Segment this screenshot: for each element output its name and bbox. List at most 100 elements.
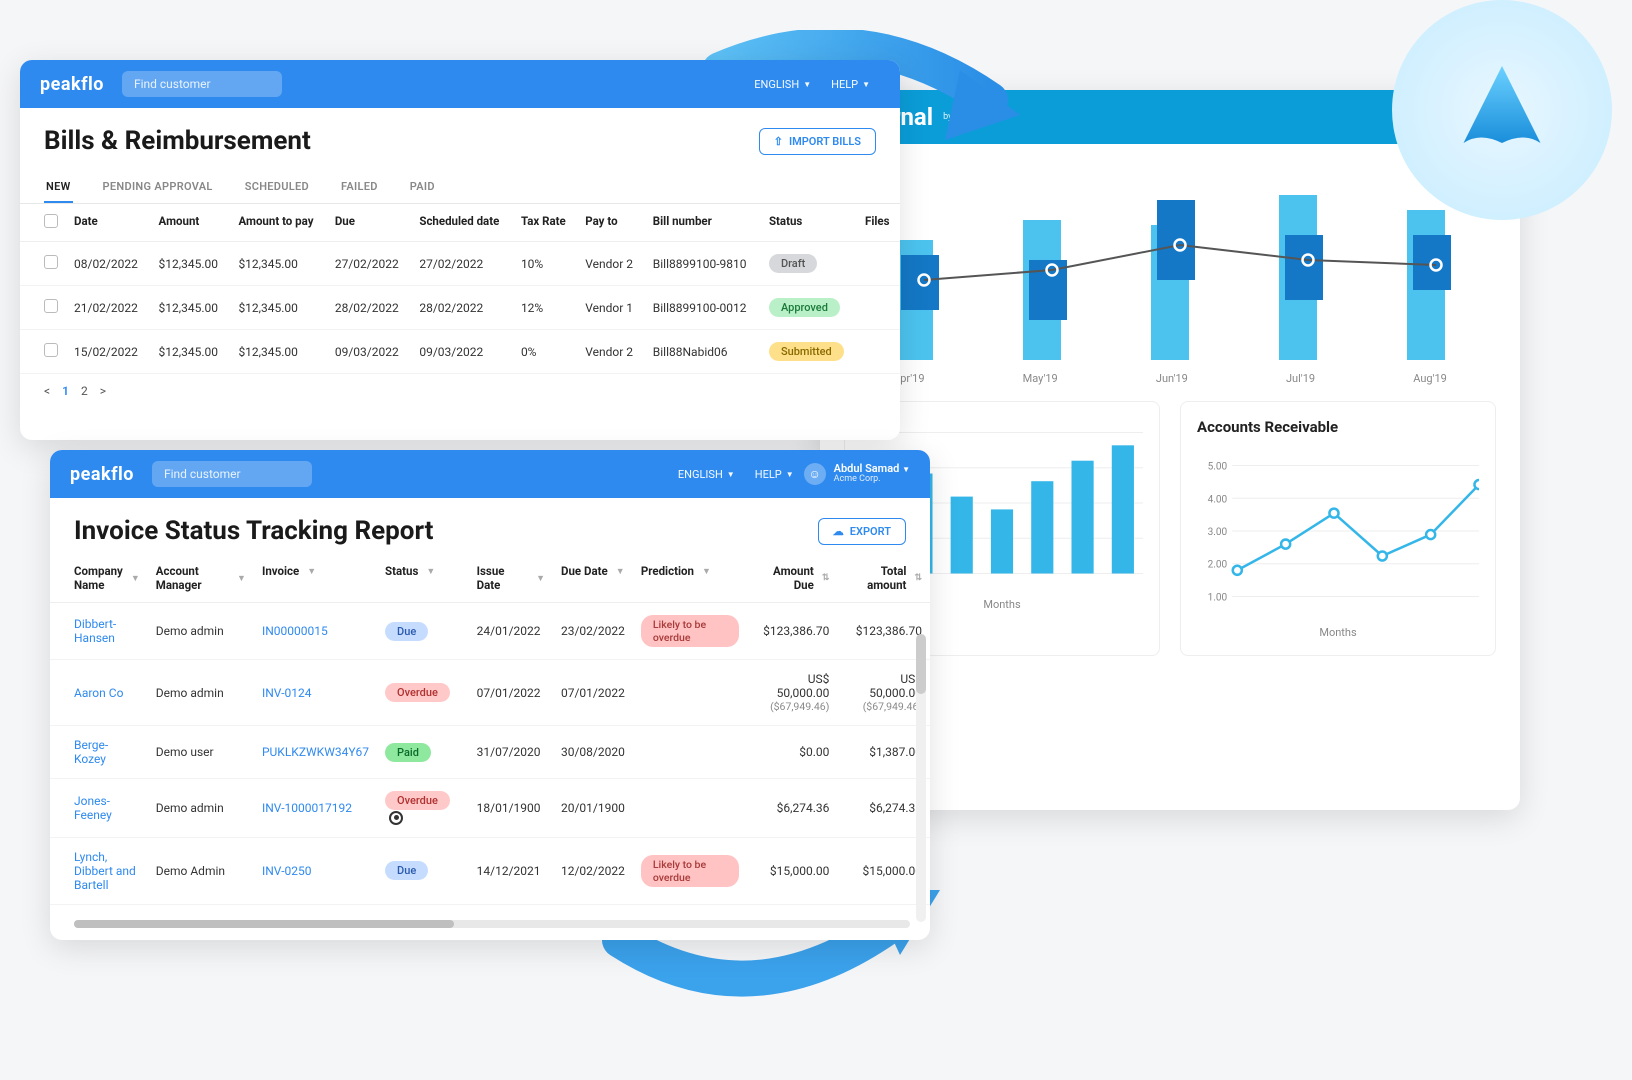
table-row[interactable]: Lynch, Dibbert and Bartell Demo Admin IN… bbox=[50, 837, 930, 904]
invoice-help-link[interactable]: HELP▼ bbox=[755, 468, 794, 481]
cell-due: 23/02/2022 bbox=[553, 603, 633, 660]
bills-table-body: 08/02/2022 $12,345.00 $12,345.00 27/02/2… bbox=[20, 242, 900, 374]
table-row[interactable]: Dibbert-Hansen Demo admin IN00000015 Due… bbox=[50, 603, 930, 660]
table-row[interactable]: 15/02/2022 $12,345.00 $12,345.00 09/03/2… bbox=[20, 330, 900, 374]
pag-prev[interactable]: < bbox=[44, 384, 50, 398]
cell-status: Paid bbox=[377, 726, 469, 779]
bills-tabs: NEW PENDING APPROVAL SCHEDULED FAILED PAID bbox=[20, 164, 900, 204]
invoice-link[interactable]: INV-1000017192 bbox=[262, 801, 352, 815]
export-button[interactable]: ☁EXPORT bbox=[818, 518, 906, 545]
chevron-down-icon: ▼ bbox=[727, 470, 735, 479]
company-link[interactable]: Aaron Co bbox=[74, 686, 123, 700]
user-menu[interactable]: ☺ Abdul Samad ▼ Acme Corp. bbox=[804, 463, 910, 485]
invoice-link[interactable]: IN00000015 bbox=[262, 624, 328, 638]
cell-amount-due: $6,274.36 bbox=[747, 779, 837, 838]
company-link[interactable]: Lynch, Dibbert and Bartell bbox=[74, 850, 136, 892]
bills-table: DateAmountAmount to payDueScheduled date… bbox=[20, 204, 900, 374]
row-checkbox[interactable] bbox=[44, 299, 58, 313]
pag-page-1[interactable]: 1 bbox=[62, 384, 69, 398]
cell-prediction: Likely to be overdue bbox=[633, 837, 747, 904]
pag-page-2[interactable]: 2 bbox=[81, 384, 88, 398]
cell-date: 21/02/2022 bbox=[66, 286, 151, 330]
cell-amount-due: $0.00 bbox=[747, 726, 837, 779]
col-tax-rate[interactable]: Tax Rate bbox=[513, 204, 577, 242]
invoice-table-body: Dibbert-Hansen Demo admin IN00000015 Due… bbox=[50, 603, 930, 905]
cell-payto: Vendor 2 bbox=[577, 330, 645, 374]
cell-status: Approved bbox=[761, 286, 857, 330]
company-link[interactable]: Jones-Feeney bbox=[74, 794, 112, 822]
company-link[interactable]: Dibbert-Hansen bbox=[74, 617, 116, 645]
filter-icon[interactable]: ▼ bbox=[237, 573, 246, 584]
col-pay-to[interactable]: Pay to bbox=[577, 204, 645, 242]
invoice-search-input[interactable] bbox=[152, 461, 312, 487]
col-issue-date[interactable]: Issue Date▼ bbox=[469, 554, 553, 603]
col-prediction[interactable]: Prediction▼ bbox=[633, 554, 747, 603]
status-badge: Paid bbox=[385, 743, 431, 762]
col-account-manager[interactable]: Account Manager▼ bbox=[148, 554, 254, 603]
filter-icon[interactable]: ▼ bbox=[616, 566, 625, 577]
table-row[interactable]: Berge-Kozey Demo user PUKLKZWKW34Y67 Pai… bbox=[50, 726, 930, 779]
tab-paid[interactable]: PAID bbox=[408, 172, 437, 203]
invoice-lang-select[interactable]: ENGLISH▼ bbox=[678, 468, 735, 481]
svg-text:1.00: 1.00 bbox=[1208, 592, 1228, 603]
import-bills-button[interactable]: ⇧IMPORT BILLS bbox=[759, 128, 876, 155]
cell-date: 08/02/2022 bbox=[66, 242, 151, 286]
invoice-link[interactable]: INV-0250 bbox=[262, 864, 312, 878]
col-company-name[interactable]: Company Name▼ bbox=[50, 554, 148, 603]
ar-xlabel: Months bbox=[1197, 626, 1479, 639]
filter-icon[interactable]: ⇅ bbox=[822, 573, 830, 583]
filter-icon[interactable]: ▼ bbox=[131, 573, 140, 584]
bills-search-input[interactable] bbox=[122, 71, 282, 97]
status-badge: Overdue bbox=[385, 683, 450, 702]
col-due[interactable]: Due bbox=[327, 204, 412, 242]
bills-brand: peakflo bbox=[40, 74, 104, 95]
tab-pending-approval[interactable]: PENDING APPROVAL bbox=[101, 172, 215, 203]
col-invoice[interactable]: Invoice▼ bbox=[254, 554, 377, 603]
company-link[interactable]: Berge-Kozey bbox=[74, 738, 108, 766]
cell-issue: 18/01/1900 bbox=[469, 779, 553, 838]
col-bill-number[interactable]: Bill number bbox=[645, 204, 761, 242]
col-status[interactable]: Status▼ bbox=[377, 554, 469, 603]
col-amount-to-pay[interactable]: Amount to pay bbox=[230, 204, 326, 242]
col-amount[interactable]: Amount bbox=[151, 204, 231, 242]
scrollbar-horizontal-thumb[interactable] bbox=[74, 920, 454, 928]
status-badge: Submitted bbox=[769, 342, 844, 361]
scrollbar-vertical-thumb[interactable] bbox=[916, 634, 926, 694]
cell-tax: 10% bbox=[513, 242, 577, 286]
invoice-link[interactable]: INV-0124 bbox=[262, 686, 312, 700]
filter-icon[interactable]: ▼ bbox=[307, 566, 316, 577]
col-date[interactable]: Date bbox=[66, 204, 151, 242]
filter-icon[interactable]: ▼ bbox=[536, 573, 545, 584]
row-checkbox[interactable] bbox=[44, 343, 58, 357]
col-files[interactable]: Files bbox=[857, 204, 900, 242]
cell-sched: 09/03/2022 bbox=[411, 330, 513, 374]
table-row[interactable]: Jones-Feeney Demo admin INV-1000017192 O… bbox=[50, 779, 930, 838]
bills-help-link[interactable]: HELP▼ bbox=[831, 78, 870, 91]
tab-failed[interactable]: FAILED bbox=[339, 172, 380, 203]
table-row[interactable]: Aaron Co Demo admin INV-0124 Overdue 07/… bbox=[50, 660, 930, 726]
col-status[interactable]: Status bbox=[761, 204, 857, 242]
table-row[interactable]: 08/02/2022 $12,345.00 $12,345.00 27/02/2… bbox=[20, 242, 900, 286]
invoice-header: peakflo ENGLISH▼ HELP▼ ☺ Abdul Samad ▼ A… bbox=[50, 450, 930, 498]
row-checkbox[interactable] bbox=[44, 255, 58, 269]
ar-chart-svg: 5.004.003.002.001.00 bbox=[1197, 446, 1479, 616]
tab-scheduled[interactable]: SCHEDULED bbox=[243, 172, 311, 203]
invoice-title: Invoice Status Tracking Report bbox=[74, 516, 433, 546]
filter-icon[interactable]: ⇅ bbox=[914, 573, 922, 583]
pag-next[interactable]: > bbox=[100, 384, 106, 398]
cell-prediction bbox=[633, 779, 747, 838]
chevron-down-icon: ▼ bbox=[862, 80, 870, 89]
col-amount-due[interactable]: Amount Due⇅ bbox=[747, 554, 837, 603]
filter-icon[interactable]: ▼ bbox=[702, 566, 711, 577]
table-row[interactable]: 21/02/2022 $12,345.00 $12,345.00 28/02/2… bbox=[20, 286, 900, 330]
bills-lang-select[interactable]: ENGLISH▼ bbox=[754, 78, 811, 91]
invoice-link[interactable]: PUKLKZWKW34Y67 bbox=[262, 745, 369, 759]
tab-new[interactable]: NEW bbox=[44, 172, 73, 203]
col-total-amount[interactable]: Total amount⇅ bbox=[837, 554, 930, 603]
avatar-icon: ☺ bbox=[804, 463, 826, 485]
col-scheduled-date[interactable]: Scheduled date bbox=[411, 204, 513, 242]
col-due-date[interactable]: Due Date▼ bbox=[553, 554, 633, 603]
filter-icon[interactable]: ▼ bbox=[426, 566, 435, 577]
cell-status: Overdue bbox=[377, 779, 469, 838]
select-all-checkbox[interactable] bbox=[44, 214, 58, 228]
